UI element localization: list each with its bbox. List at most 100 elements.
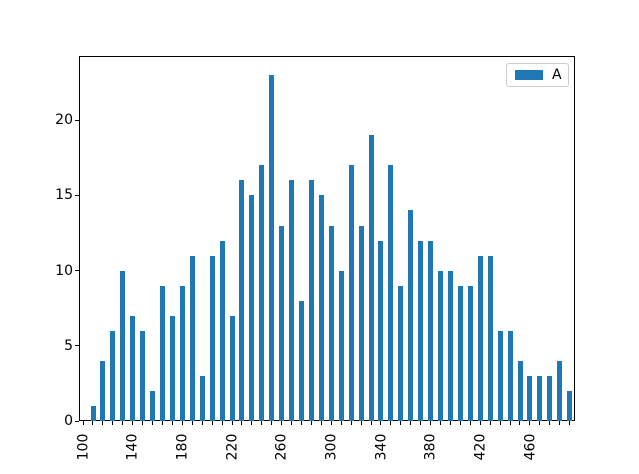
histogram-bar: [537, 375, 543, 421]
histogram-bar: [348, 165, 354, 421]
y-tick-label: 10: [55, 262, 73, 279]
histogram-bar: [110, 330, 116, 421]
histogram-bar: [527, 375, 533, 421]
x-tick-mark: [509, 421, 511, 425]
histogram-bar: [547, 375, 553, 421]
histogram-bar: [130, 315, 136, 421]
x-tick-label-text: 100: [75, 433, 92, 461]
x-tick-mark: [132, 421, 134, 425]
histogram-bar: [507, 330, 513, 421]
x-tick-label-text: 180: [174, 433, 191, 461]
x-tick-mark: [271, 421, 273, 425]
x-tick-mark: [211, 421, 213, 425]
x-tick-mark: [241, 421, 243, 425]
histogram-bar: [408, 210, 414, 421]
x-tick-mark: [380, 421, 382, 425]
x-tick-mark: [529, 421, 531, 425]
legend-entry-label: A: [552, 67, 562, 83]
x-tick-mark: [82, 421, 84, 425]
x-tick-mark: [370, 421, 372, 425]
x-tick-mark: [122, 421, 124, 425]
x-tick-label-text: 300: [323, 433, 340, 461]
x-tick-mark: [420, 421, 422, 425]
x-tick-mark: [161, 421, 163, 425]
x-tick-mark: [310, 421, 312, 425]
x-tick-mark: [410, 421, 412, 425]
x-tick-mark: [360, 421, 362, 425]
x-tick-mark: [519, 421, 521, 425]
histogram-bar: [557, 360, 563, 421]
histogram-bar: [150, 390, 155, 421]
x-tick-mark: [320, 421, 322, 425]
histogram-bar: [160, 285, 165, 421]
histogram-bar: [318, 195, 324, 421]
x-tick-mark: [171, 421, 173, 425]
y-tick-mark: [75, 270, 79, 272]
x-tick-mark: [499, 421, 501, 425]
histogram-bar: [418, 240, 424, 421]
histogram-bar: [299, 300, 304, 421]
histogram-bar: [428, 240, 434, 421]
legend-swatch-icon: [515, 70, 543, 80]
x-tick-mark: [142, 421, 144, 425]
histogram-bar: [378, 240, 384, 421]
legend-box: A: [506, 63, 569, 87]
x-tick-mark: [559, 421, 561, 425]
histogram-bar: [219, 240, 225, 421]
histogram-bar: [289, 180, 295, 421]
x-tick-mark: [489, 421, 491, 425]
x-tick-mark: [400, 421, 402, 425]
x-tick-mark: [340, 421, 342, 425]
histogram-bar: [338, 270, 344, 421]
histogram-bar: [249, 195, 255, 421]
x-tick-mark: [181, 421, 183, 425]
x-tick-mark: [430, 421, 432, 425]
histogram-bar: [447, 270, 453, 421]
histogram-bar: [388, 165, 394, 421]
y-tick-label: 0: [64, 413, 73, 429]
histogram-bar: [398, 285, 404, 421]
x-tick-label-text: 380: [422, 433, 439, 461]
x-tick-mark: [469, 421, 471, 425]
histogram-bar: [368, 135, 374, 421]
x-tick-mark: [92, 421, 94, 425]
histogram-bar: [140, 330, 146, 421]
histogram-bar: [487, 255, 493, 421]
y-tick-mark: [75, 119, 79, 121]
x-tick-mark: [201, 421, 203, 425]
histogram-bar: [169, 315, 175, 421]
x-tick-label-text: 220: [224, 433, 241, 461]
x-tick-label-text: 340: [372, 433, 389, 461]
y-tick-mark: [75, 345, 79, 347]
x-tick-mark: [449, 421, 451, 425]
histogram-bar: [517, 360, 523, 421]
histogram-bar: [239, 180, 245, 421]
histogram-bar: [259, 165, 265, 421]
x-tick-mark: [569, 421, 571, 425]
histogram-bar: [279, 225, 285, 421]
x-tick-mark: [549, 421, 551, 425]
histogram-bar: [120, 270, 126, 421]
histogram-bar: [209, 255, 215, 421]
histogram-bar: [229, 315, 235, 421]
x-tick-mark: [440, 421, 441, 425]
histogram-bar: [199, 375, 205, 421]
x-tick-label-text: 140: [124, 433, 141, 461]
histogram-bar: [467, 285, 473, 421]
x-tick-mark: [102, 421, 104, 425]
x-tick-mark: [251, 421, 253, 425]
y-tick-mark: [75, 420, 79, 422]
x-tick-mark: [291, 421, 292, 425]
histogram-bar: [308, 180, 314, 421]
x-tick-mark: [330, 421, 332, 425]
x-tick-mark: [459, 421, 461, 425]
histogram-bar: [457, 285, 463, 421]
histogram-bar: [189, 255, 195, 421]
histogram-bar: [358, 225, 364, 421]
x-tick-mark: [152, 421, 153, 425]
histogram-bar: [477, 255, 483, 421]
x-tick-mark: [479, 421, 481, 425]
y-tick-mark: [75, 194, 79, 196]
histogram-bar: [100, 360, 106, 421]
